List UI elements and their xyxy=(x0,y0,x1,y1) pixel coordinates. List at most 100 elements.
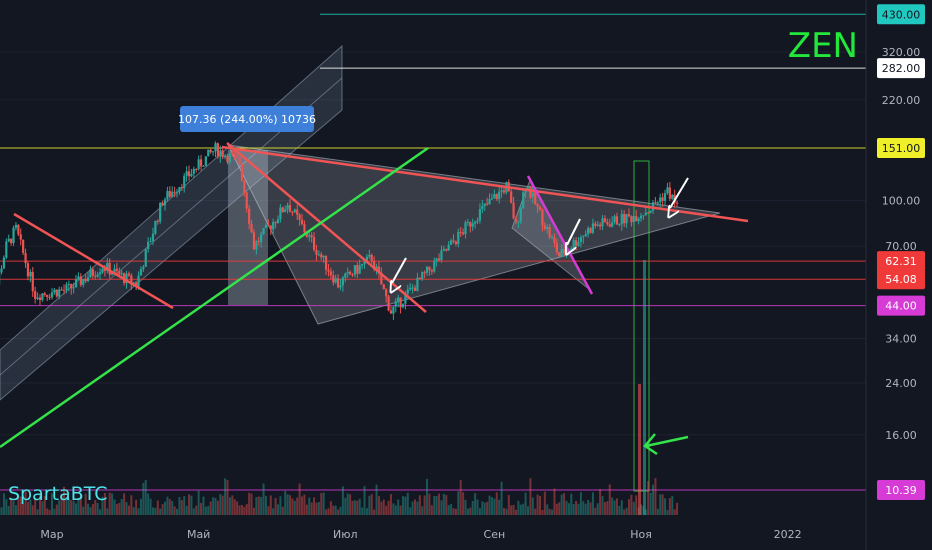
candle-body xyxy=(233,154,236,156)
volume-bar xyxy=(101,496,104,515)
candle-body xyxy=(144,249,147,267)
candle-body xyxy=(478,209,482,221)
candle-body xyxy=(137,275,140,287)
candle-body xyxy=(464,222,467,235)
volume-bar xyxy=(676,502,679,515)
candle-body xyxy=(305,232,308,237)
candle-body xyxy=(82,279,85,285)
volume-bar xyxy=(341,486,344,515)
candle-body xyxy=(17,224,20,235)
volume-bar xyxy=(647,481,650,515)
candle-body xyxy=(613,216,616,223)
price-level-tag xyxy=(877,58,925,79)
volume-bar xyxy=(250,493,253,515)
candle-body xyxy=(19,234,22,240)
volume-bar xyxy=(202,496,205,515)
volume-bar xyxy=(267,506,270,515)
volume-bar xyxy=(192,508,195,515)
volume-bar xyxy=(55,504,58,515)
volume-bar xyxy=(219,493,222,515)
volume-bar xyxy=(147,493,150,515)
candle-body xyxy=(296,209,299,215)
volume-bar xyxy=(380,501,383,515)
candle-body xyxy=(452,240,455,242)
volume-bar xyxy=(447,505,450,515)
price-levels xyxy=(0,13,866,491)
candles xyxy=(0,141,679,320)
candle-body xyxy=(663,193,667,201)
time-tick-label: 2022 xyxy=(774,528,802,541)
candle-body xyxy=(185,171,188,176)
volume-bar xyxy=(668,498,671,515)
candle-body xyxy=(449,240,453,245)
candle-body xyxy=(353,265,357,275)
candle-body xyxy=(332,275,335,283)
volume-bar xyxy=(48,509,51,515)
candle-body xyxy=(457,231,460,245)
volume-bar xyxy=(166,496,169,515)
candle-body xyxy=(591,223,595,233)
candle-body xyxy=(262,227,265,235)
measure-tooltip: 107.36 (244.00%) 10736 xyxy=(178,106,316,132)
candle-body xyxy=(392,306,395,314)
volume-bar xyxy=(75,503,78,515)
candle-body xyxy=(349,271,352,275)
candle-body xyxy=(490,198,494,200)
volume-bar xyxy=(144,479,147,515)
volume-bar xyxy=(620,500,623,515)
candle-body xyxy=(135,282,138,287)
candle-body xyxy=(344,273,347,278)
candle-body xyxy=(411,287,414,289)
volume-bar xyxy=(365,508,368,515)
volume-bar xyxy=(272,508,275,515)
candle-body xyxy=(320,254,323,258)
candle-body xyxy=(31,272,34,292)
volume-bar xyxy=(171,501,174,515)
volume-bar xyxy=(67,498,70,515)
arrow-icon xyxy=(567,218,581,245)
volume-bar xyxy=(555,503,558,515)
volume-bar xyxy=(14,505,17,515)
candle-body xyxy=(399,297,402,308)
candle-body xyxy=(312,237,316,250)
candle-body xyxy=(361,263,364,266)
volume-bar xyxy=(22,503,25,515)
volume-bar xyxy=(214,498,217,515)
candle-body xyxy=(512,202,515,219)
volume-bar xyxy=(659,494,662,515)
volume-bar xyxy=(433,496,436,515)
candle-body xyxy=(642,215,645,217)
candle-body xyxy=(257,241,260,243)
candle-body xyxy=(29,272,32,277)
volume-bar xyxy=(303,494,306,515)
volume-bar xyxy=(661,494,664,515)
candle-body xyxy=(53,289,56,293)
volume-bar xyxy=(623,509,626,515)
price-level-tag xyxy=(877,269,925,290)
volume-bar xyxy=(51,493,53,515)
volume-bar xyxy=(137,508,140,515)
volume-bar xyxy=(397,499,400,515)
candle-body xyxy=(67,284,70,286)
measure-label: 107.36 (244.00%) 10736 xyxy=(178,113,316,126)
volume-bar xyxy=(401,496,404,515)
time-tick-label: Мар xyxy=(40,528,63,541)
candle-body xyxy=(599,224,602,227)
volume-bar xyxy=(238,505,241,515)
volume-bar xyxy=(649,492,652,515)
volume-bar xyxy=(70,500,73,515)
candle-body xyxy=(132,282,135,284)
volume-bar xyxy=(565,500,568,515)
price-level-tag xyxy=(877,4,925,25)
candle-body xyxy=(522,192,525,209)
candle-body xyxy=(272,222,275,230)
volume-bar xyxy=(197,490,200,515)
candle-body xyxy=(358,265,361,274)
candle-body xyxy=(166,191,169,200)
volume-bar xyxy=(392,503,395,515)
volume-bar xyxy=(546,504,549,515)
candle-body xyxy=(430,270,433,272)
candle-body xyxy=(214,143,217,152)
volume-bar xyxy=(430,505,433,515)
